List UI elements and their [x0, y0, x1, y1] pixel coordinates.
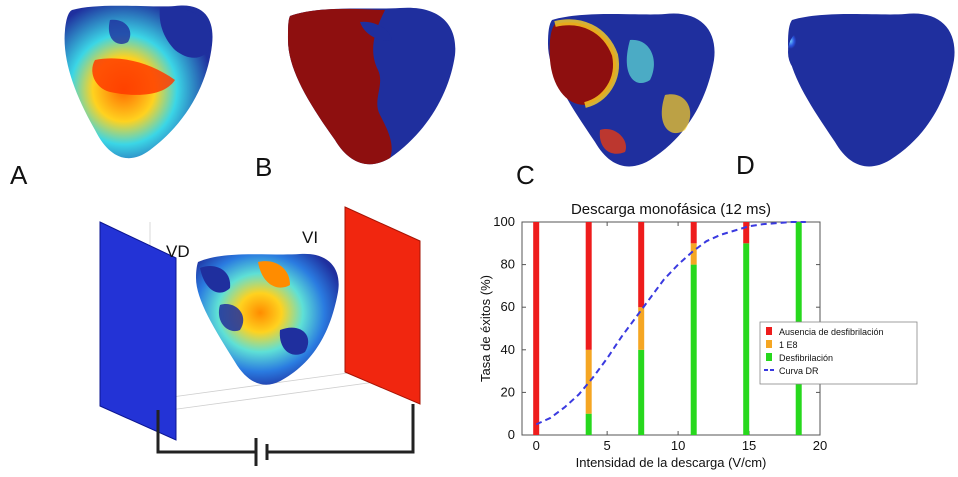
lv-label: VI: [302, 228, 319, 247]
rv-electrode: [99, 221, 177, 441]
bar-one-e8: [690, 243, 697, 265]
dr-curve: [535, 221, 806, 426]
experimental-setup: [99, 206, 421, 466]
bar-no-defib: [743, 222, 750, 244]
legend-swatch: [766, 340, 772, 348]
heart-a-map: [64, 5, 213, 159]
legend-swatch: [766, 327, 772, 335]
legend-label: Ausencia de desfibrilación: [779, 327, 884, 337]
bar-one-e8: [585, 349, 592, 414]
x-tick-label: 20: [813, 438, 827, 453]
y-tick-label: 40: [501, 342, 515, 357]
x-tick-label: 0: [533, 438, 540, 453]
legend-swatch: [766, 353, 772, 361]
bar-no-defib: [690, 222, 697, 244]
panel-label-c: C: [516, 160, 535, 190]
legend-label: 1 E8: [779, 340, 798, 350]
y-axis-label: Tasa de éxitos (%): [478, 275, 493, 382]
legend-label: Curva DR: [779, 366, 819, 376]
panel-label-a: A: [10, 160, 28, 190]
heart-c-map: [548, 13, 715, 167]
bar-no-defib: [533, 222, 540, 435]
y-tick-label: 20: [501, 384, 515, 399]
bar-one-e8: [638, 307, 645, 350]
bar-defib: [690, 264, 697, 435]
legend-label: Desfibrilación: [779, 353, 833, 363]
bar-defib: [743, 243, 750, 435]
x-tick-label: 5: [604, 438, 611, 453]
heart-setup-map: [196, 253, 339, 385]
bar-no-defib: [638, 222, 645, 308]
chart-title: Descarga monofásica (12 ms): [571, 201, 771, 218]
rv-label: VD: [166, 242, 190, 261]
lv-electrode: [344, 206, 421, 405]
panel-label-d: D: [736, 150, 755, 180]
y-tick-label: 60: [501, 299, 515, 314]
heart-d-map: [788, 13, 955, 167]
x-tick-label: 15: [742, 438, 756, 453]
x-axis-label: Intensidad de la descarga (V/cm): [576, 455, 767, 470]
y-tick-label: 80: [501, 257, 515, 272]
bar-no-defib: [585, 222, 592, 350]
circuit-wire: [156, 404, 415, 454]
y-tick-label: 100: [493, 214, 515, 229]
chart: 0 5 10 15 20 0 20 40 60 80 100 Descarga monofásica …: [478, 201, 918, 470]
bar-defib: [585, 413, 592, 435]
x-tick-label: 10: [671, 438, 685, 453]
panel-label-b: B: [255, 152, 273, 182]
y-tick-label: 0: [508, 427, 515, 442]
legend-box: [759, 321, 918, 385]
heart-b-map: [288, 7, 456, 165]
bar-defib: [638, 349, 645, 435]
